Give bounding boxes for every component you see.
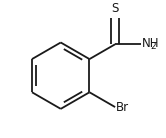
Text: Br: Br xyxy=(116,101,129,114)
Text: NH: NH xyxy=(142,37,159,50)
Text: 2: 2 xyxy=(150,42,156,51)
Text: S: S xyxy=(111,2,119,15)
